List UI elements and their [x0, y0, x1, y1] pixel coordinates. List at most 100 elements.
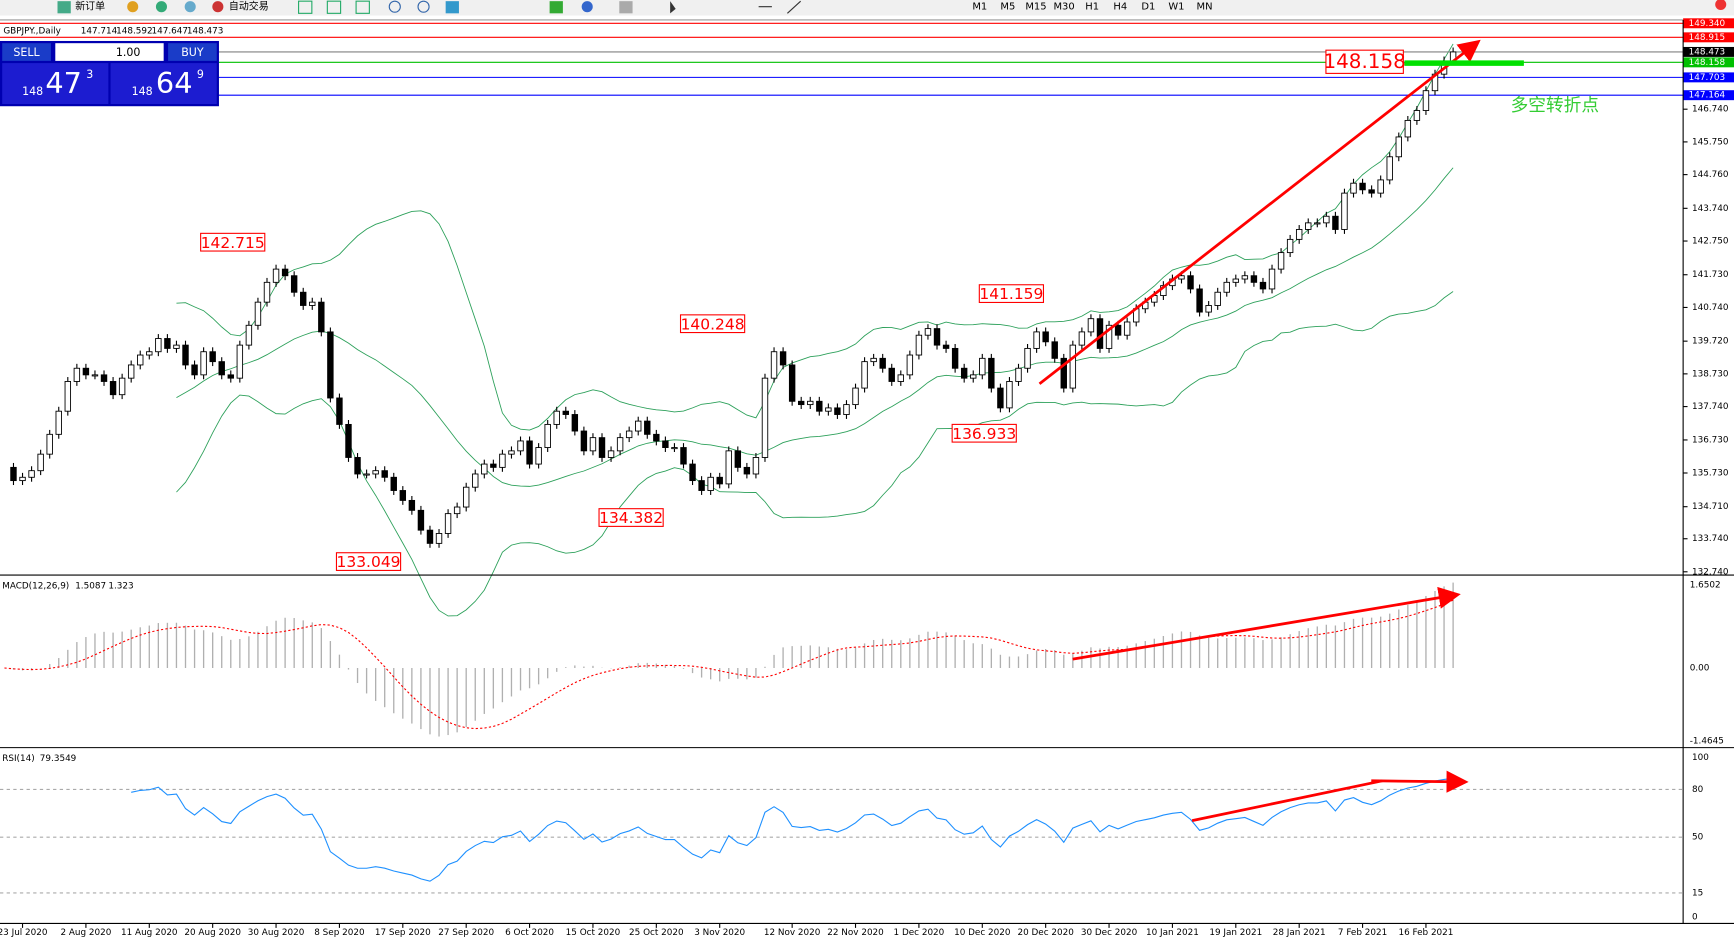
ask-big[interactable]: 148	[132, 85, 153, 98]
y-tick-label: 138.730	[1692, 369, 1729, 379]
candle	[797, 400, 805, 406]
zoom-in[interactable]	[388, 0, 401, 13]
symbol: GBPJPY.,Daily	[3, 27, 61, 37]
toolbar: 新订单 自动交易 M1 M5 M15 M30 H1 H4 D1 W1 MN	[0, 0, 1734, 16]
cursor[interactable]	[670, 1, 676, 14]
candle	[707, 476, 714, 491]
candle	[879, 357, 886, 369]
x-tick-label: 10 Jan 2021	[1146, 928, 1199, 938]
rsi-tick-label: 0	[1692, 912, 1698, 922]
macd-panel: MACD(12,26,9) 1.5087 1.323 1.6502 0.00 -1.464…	[2, 581, 1724, 747]
x-tick-label: 8 Sep 2020	[314, 928, 365, 938]
candle	[888, 367, 895, 382]
candle	[698, 480, 705, 491]
timeframe[interactable]: H4	[1113, 2, 1127, 13]
candle	[435, 533, 443, 544]
candle	[598, 437, 606, 458]
indicators[interactable]	[549, 1, 563, 14]
candle	[1078, 331, 1086, 346]
candle	[1305, 222, 1312, 230]
templates[interactable]	[619, 1, 633, 14]
timeframe[interactable]: M15	[1025, 2, 1046, 13]
level-label: 148.473	[1689, 47, 1726, 57]
tool-icon[interactable]	[155, 1, 167, 13]
candle	[1178, 275, 1185, 280]
periods[interactable]	[581, 1, 593, 13]
candle	[1323, 215, 1330, 224]
candle	[517, 440, 524, 452]
new-order-icon[interactable]	[57, 1, 71, 14]
timeframe[interactable]: H1	[1085, 2, 1099, 13]
level-tag	[1683, 46, 1734, 57]
timeframe[interactable]: M5	[1000, 2, 1015, 13]
x-tick-label: 2 Aug 2020	[60, 928, 111, 938]
alert-icon[interactable]	[1715, 0, 1727, 11]
candle	[1259, 281, 1267, 290]
candle	[897, 374, 905, 382]
timeframe[interactable]: M1	[972, 2, 987, 13]
candle	[37, 453, 44, 472]
candle	[354, 457, 361, 475]
bid-big[interactable]: 148	[22, 85, 43, 98]
lots-input[interactable]	[55, 43, 164, 61]
candle	[508, 450, 515, 455]
buy-label[interactable]: BUY	[181, 46, 204, 59]
bid-frac[interactable]: 3	[86, 68, 93, 81]
line-tools[interactable]	[758, 0, 802, 14]
candle	[1332, 215, 1339, 230]
candle	[1395, 136, 1402, 158]
level-box	[1325, 49, 1404, 74]
new-order[interactable]: 新订单	[75, 0, 105, 13]
candle	[816, 400, 823, 412]
timeframe[interactable]: W1	[1168, 2, 1184, 13]
toolbar-bg	[0, 0, 1734, 16]
candle	[91, 374, 99, 377]
bid-pips[interactable]: 47	[45, 66, 82, 100]
candle	[1250, 275, 1258, 283]
ask-frac[interactable]: 9	[197, 68, 204, 81]
zoom-out[interactable]	[417, 0, 430, 13]
candle	[327, 331, 334, 399]
timeframe[interactable]: MN	[1197, 2, 1213, 13]
candle	[933, 328, 941, 346]
tool-icon[interactable]	[184, 1, 196, 13]
ask-box[interactable]	[110, 63, 217, 105]
macd-arrow	[1072, 586, 1461, 661]
auto-trading-icon[interactable]	[212, 1, 224, 13]
x-tick-label: 1 Dec 2020	[894, 928, 945, 938]
bid-box[interactable]	[2, 63, 109, 105]
candle	[970, 374, 977, 379]
candle	[734, 450, 742, 468]
buy-button[interactable]	[168, 43, 217, 61]
tool-icon[interactable]	[298, 0, 313, 14]
candle	[1422, 90, 1430, 111]
candle	[761, 377, 769, 458]
lots[interactable]: 1.00	[116, 46, 141, 59]
tool-icon[interactable]	[355, 0, 370, 14]
trend-arrow	[1038, 39, 1481, 385]
candle	[1295, 229, 1303, 240]
candle	[290, 275, 298, 293]
candle	[979, 357, 986, 376]
auto-trading[interactable]: 自动交易	[229, 0, 269, 13]
candle	[1413, 110, 1421, 121]
tool-icon[interactable]	[326, 0, 342, 14]
rsi-tick-label: 50	[1692, 833, 1704, 843]
y-tick-label: 142.750	[1692, 237, 1729, 247]
ask-pips[interactable]: 64	[156, 66, 193, 100]
candle	[1359, 182, 1366, 191]
timeframe[interactable]: D1	[1141, 2, 1155, 13]
candle	[870, 357, 877, 363]
sell-button[interactable]	[2, 43, 51, 61]
rsi-label: RSI(14)	[2, 754, 34, 764]
price-label: 136.933	[952, 425, 1016, 443]
candle	[173, 344, 180, 349]
sell-label[interactable]: SELL	[13, 46, 40, 59]
timeframe[interactable]: M30	[1053, 2, 1074, 13]
tool-icon[interactable]	[445, 1, 459, 14]
tool-icon[interactable]	[127, 1, 139, 13]
candle	[1015, 367, 1022, 382]
